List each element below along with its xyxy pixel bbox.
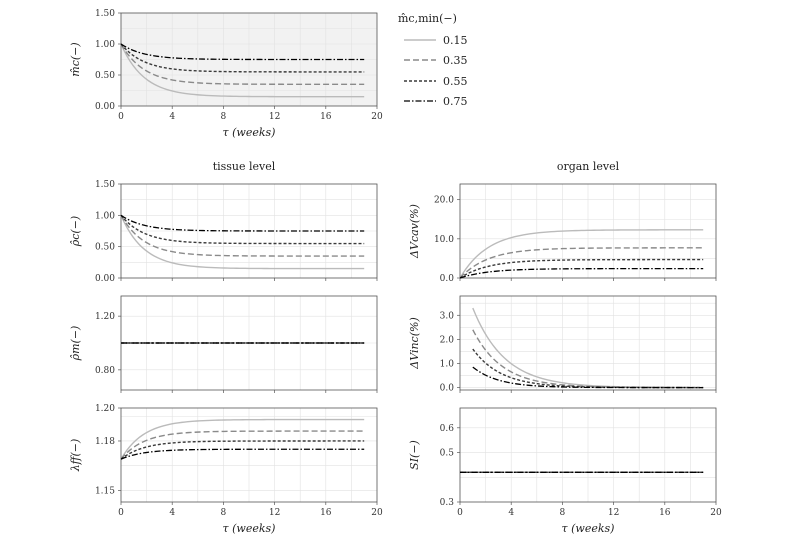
panel-SI: 0 4 8 12 16 20 0.3 0.5 0.6 τ (weeks) SI(−) — [408, 407, 722, 535]
series-dV_cav-0_35 — [459, 247, 704, 279]
frame-rho_c — [120, 183, 378, 279]
panel-lambda: 0 4 8 12 16 20 1.15 1.18 1.20 τ (weeks) λff(−) — [69, 404, 383, 535]
series-dV_inc-0_75 — [472, 366, 704, 389]
series-rho_c-0_35 — [120, 214, 365, 257]
series-top-0_75 — [120, 43, 365, 61]
x-tick-label-lambda: 20 — [371, 508, 383, 518]
x-axis-label-SI: τ (weeks) — [562, 522, 615, 535]
y-tick-label-lambda: 1.18 — [95, 437, 115, 447]
legend-label-2: 0.55 — [443, 75, 468, 88]
legend-entry-0: 0.15 — [404, 34, 468, 47]
legend-label-0: 0.15 — [443, 34, 468, 47]
legend: m̂c,min(−) 0.15 0.35 0.55 0.75 — [398, 12, 468, 108]
series-lambda-0_55 — [120, 440, 365, 460]
y-tick-label-top: 0.00 — [95, 102, 115, 112]
series-lambda-0_75 — [120, 448, 365, 460]
x-tick-label-SI: 4 — [508, 508, 514, 518]
panel-rho_m: 0.80 1.20 ρ̂m(−) — [69, 295, 378, 393]
y-axis-label-rho_m: ρ̂m(−) — [69, 326, 82, 362]
y-tick-label-dV_inc: 1.0 — [440, 359, 455, 369]
series-lambda-0_35 — [120, 430, 365, 460]
series-dV_cav-0_15 — [459, 229, 704, 279]
series-lambda-0_15 — [120, 418, 365, 460]
y-tick-label-dV_cav: 20.0 — [434, 196, 454, 206]
x-tick-label-SI: 8 — [560, 508, 566, 518]
x-tick-label-top: 4 — [169, 112, 175, 122]
x-tick-label-lambda: 0 — [118, 508, 124, 518]
series-rho_c-0_75 — [120, 214, 365, 232]
y-tick-label-lambda: 1.20 — [95, 404, 115, 414]
y-tick-label-top: 1.00 — [95, 40, 115, 50]
x-tick-label-lambda: 4 — [169, 508, 175, 518]
y-tick-label-rho_c: 1.50 — [95, 180, 115, 190]
x-tick-label-top: 8 — [221, 112, 227, 122]
x-tick-label-top: 20 — [371, 112, 383, 122]
x-tick-label-lambda: 12 — [269, 508, 280, 518]
frame-dV_inc — [459, 295, 717, 391]
y-axis-label-dV_cav: ΔVcav(%) — [408, 204, 421, 259]
legend-entry-3: 0.75 — [404, 95, 468, 108]
frame-lambda — [120, 407, 378, 503]
y-tick-label-rho_c: 0.50 — [95, 243, 115, 253]
x-tick-label-lambda: 8 — [221, 508, 227, 518]
column-title-right: organ level — [557, 160, 620, 173]
y-tick-label-SI: 0.6 — [440, 424, 455, 434]
series-top-0_15 — [120, 43, 365, 98]
y-tick-label-rho_m: 1.20 — [95, 312, 115, 322]
x-tick-label-top: 0 — [118, 112, 124, 122]
series-top-0_35 — [120, 43, 365, 85]
x-tick-label-SI: 0 — [457, 508, 463, 518]
panels: 0 4 8 12 16 200.000.501.001.50τ (weeks)m̂c(−)… — [69, 9, 722, 535]
x-tick-label-SI: 20 — [710, 508, 722, 518]
legend-title: m̂c,min(−) — [398, 12, 457, 25]
y-tick-label-rho_c: 0.00 — [95, 274, 115, 284]
series-rho_c-0_55 — [120, 214, 365, 245]
series-top-0_55 — [120, 43, 365, 73]
y-axis-label-lambda: λff(−) — [69, 439, 82, 473]
y-tick-label-dV_inc: 0.0 — [440, 384, 455, 394]
y-tick-label-dV_cav: 10.0 — [434, 235, 454, 245]
series-dV_cav-0_55 — [459, 258, 704, 279]
y-axis-label-SI: SI(−) — [408, 440, 421, 470]
panel-dV_inc: 0.0 1.0 2.0 3.0 ΔVinc(%) — [408, 295, 717, 394]
x-tick-label-lambda: 16 — [320, 508, 332, 518]
frame-SI — [459, 407, 717, 503]
legend-label-1: 0.35 — [443, 54, 468, 67]
y-tick-label-top: 0.50 — [95, 71, 115, 81]
y-tick-label-dV_cav: 0.0 — [440, 274, 455, 284]
y-axis-label-top: m̂c(−) — [69, 42, 82, 76]
x-tick-label-SI: 12 — [608, 508, 619, 518]
y-tick-label-top: 1.50 — [95, 9, 115, 19]
x-tick-label-SI: 16 — [659, 508, 671, 518]
x-axis-label-top: τ (weeks) — [223, 126, 276, 139]
series-rho_c-0_15 — [120, 215, 365, 270]
y-tick-label-dV_inc: 3.0 — [440, 311, 455, 321]
y-tick-label-SI: 0.5 — [440, 449, 455, 459]
panel-dV_cav: 0.0 10.0 20.0 ΔVcav(%) — [408, 183, 717, 284]
y-tick-label-rho_m: 0.80 — [95, 366, 115, 376]
frame-top — [120, 12, 378, 107]
legend-entry-1: 0.35 — [404, 54, 468, 67]
frame-dV_cav — [459, 183, 717, 279]
y-tick-label-lambda: 1.15 — [95, 486, 115, 496]
panel-rho_c: 0.00 0.50 1.00 1.50 ρ̂c(−) — [69, 180, 378, 284]
legend-label-3: 0.75 — [443, 95, 468, 108]
y-tick-label-dV_inc: 2.0 — [440, 335, 455, 345]
y-axis-label-dV_inc: ΔVinc(%) — [408, 317, 421, 370]
x-tick-label-top: 16 — [320, 112, 332, 122]
y-tick-label-SI: 0.3 — [440, 498, 455, 508]
x-axis-label-lambda: τ (weeks) — [223, 522, 276, 535]
panel-top: 0 4 8 12 16 20 0.00 0.50 1.00 1.50 τ (weeks) m̂c(−) — [69, 9, 383, 139]
y-tick-label-rho_c: 1.00 — [95, 211, 115, 221]
x-tick-label-top: 12 — [269, 112, 280, 122]
column-title-left: tissue level — [213, 160, 276, 173]
y-axis-label-rho_c: ρ̂c(−) — [69, 216, 82, 247]
legend-entry-2: 0.55 — [404, 75, 468, 88]
